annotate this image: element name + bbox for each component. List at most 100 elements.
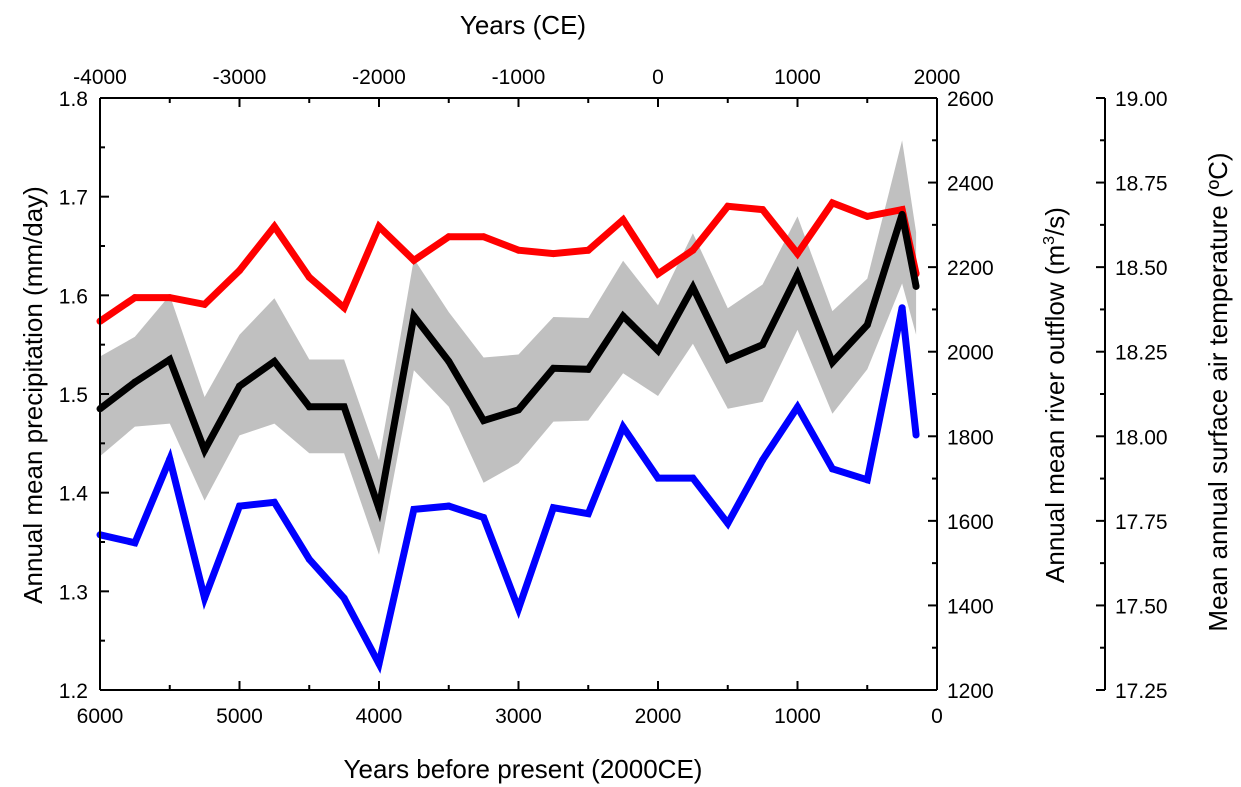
series-0-point	[759, 206, 767, 214]
series-0-point	[898, 206, 906, 214]
top-axis-title: Years (CE)	[460, 10, 586, 40]
right2-tick-label: 19.00	[1115, 88, 1168, 111]
series-0-point	[166, 294, 174, 302]
series-2-point	[375, 504, 383, 512]
right2-tick-label: 17.50	[1115, 595, 1168, 618]
series-1-point	[898, 304, 906, 312]
series-2-point	[759, 341, 767, 349]
bottom-tick-label: 3000	[495, 705, 542, 728]
confidence-band-layer	[100, 140, 917, 555]
right2-tick-label: 18.50	[1115, 257, 1168, 280]
series-1-point	[828, 465, 836, 473]
series-0-point	[480, 233, 488, 241]
bottom-tick-label: 2000	[635, 705, 682, 728]
series-1-point	[794, 403, 801, 411]
y-right1-title-main: Annual mean river outflow (m	[1040, 245, 1070, 583]
series-2-point	[340, 403, 348, 411]
series-0-point	[270, 223, 278, 231]
series-0-point	[410, 256, 418, 264]
series-1-point	[654, 474, 662, 482]
confidence-band	[100, 140, 917, 555]
right2-tick-label: 17.25	[1115, 680, 1168, 703]
right1-tick-label: 2400	[947, 173, 994, 196]
series-2-point	[689, 283, 697, 291]
series-1-point	[340, 594, 348, 602]
right2-tick-label: 17.75	[1115, 511, 1168, 534]
left-tick-label: 1.3	[59, 581, 88, 604]
left-tick-label: 1.4	[59, 483, 89, 506]
series-2-point	[515, 406, 522, 414]
series-0-point	[549, 250, 557, 258]
series-2-point	[236, 382, 243, 390]
series-0-point	[619, 216, 627, 224]
y-right2-axis-title: Mean annual surface air temperature (ºC)	[1203, 152, 1233, 631]
series-1-point	[305, 555, 313, 563]
bottom-tick-label: 0	[931, 705, 943, 728]
series-1-point	[584, 510, 592, 518]
y-right1-title-sup: 3	[1041, 236, 1058, 245]
right1-tick-label: 1800	[947, 426, 994, 449]
x-axis-title: Years before present (2000CE)	[344, 754, 703, 784]
series-1-point	[689, 474, 697, 482]
series-0-point	[305, 273, 313, 281]
series-1-point	[863, 476, 871, 484]
series-1-point	[912, 431, 920, 439]
series-0-point	[863, 212, 871, 220]
series-0-point	[201, 300, 209, 308]
series-1-point	[270, 498, 278, 506]
right1-tick-label: 1200	[947, 680, 994, 703]
right1-tick-label: 1600	[947, 511, 994, 534]
series-2-point	[863, 321, 871, 329]
series-1-point	[480, 513, 488, 521]
series-1-point	[375, 660, 383, 668]
series-2-point	[201, 446, 209, 454]
series-0-point	[689, 246, 697, 254]
series-1-point	[201, 594, 209, 602]
bottom-tick-label: 1000	[774, 705, 821, 728]
bottom-tick-label: 5000	[216, 705, 263, 728]
y-left-axis-title: Annual mean precipitation (mm/day)	[18, 186, 48, 604]
series-1-point	[131, 539, 139, 547]
series-2-point	[410, 312, 418, 320]
series-2-point	[166, 355, 174, 363]
series-2-point	[549, 364, 557, 372]
top-tick-label: -3000	[213, 66, 267, 89]
series-2-point	[619, 312, 627, 320]
series-2-point	[912, 282, 920, 290]
axes-layer: 6000 5000 4000 3000 2000 1000 0 -4000 -3000 -2000…	[59, 66, 1168, 728]
series-2-point	[898, 210, 906, 218]
top-tick-label: -2000	[352, 66, 406, 89]
right2-tick-label: 18.00	[1115, 426, 1168, 449]
series-0-point	[828, 199, 836, 207]
right1-tick-label: 2200	[947, 257, 994, 280]
series-1-point	[236, 502, 243, 510]
series-lines-layer	[96, 198, 920, 674]
y-right1-title-end: /s)	[1040, 207, 1070, 236]
top-tick-label: -1000	[492, 66, 546, 89]
right1-tick-label: 2600	[947, 88, 994, 111]
series-1-point	[166, 455, 174, 463]
series-0-point	[131, 294, 139, 302]
right1-tick-label: 1400	[947, 595, 994, 618]
left-tick-label: 1.5	[59, 384, 88, 407]
series-1-point	[759, 456, 767, 464]
series-1-point	[445, 502, 453, 510]
series-1-point	[724, 519, 732, 527]
left-tick-label: 1.8	[59, 88, 88, 111]
right1-tick-label: 2000	[947, 342, 994, 365]
top-tick-label: 0	[652, 66, 664, 89]
series-2-point	[654, 347, 662, 355]
bottom-tick-label: 4000	[356, 705, 403, 728]
y-right1-axis-title: Annual mean river outflow (m3/s)	[1040, 207, 1070, 583]
series-2-point	[724, 355, 732, 363]
right2-tick-label: 18.25	[1115, 342, 1168, 365]
top-tick-label: 1000	[774, 66, 821, 89]
left-tick-label: 1.7	[59, 187, 88, 210]
series-0-point	[515, 246, 522, 254]
series-0-point	[375, 223, 383, 231]
series-1-point	[619, 423, 627, 431]
right2-tick-label: 18.75	[1115, 173, 1168, 196]
series-2-point	[480, 417, 488, 425]
top-tick-label: 2000	[914, 66, 961, 89]
